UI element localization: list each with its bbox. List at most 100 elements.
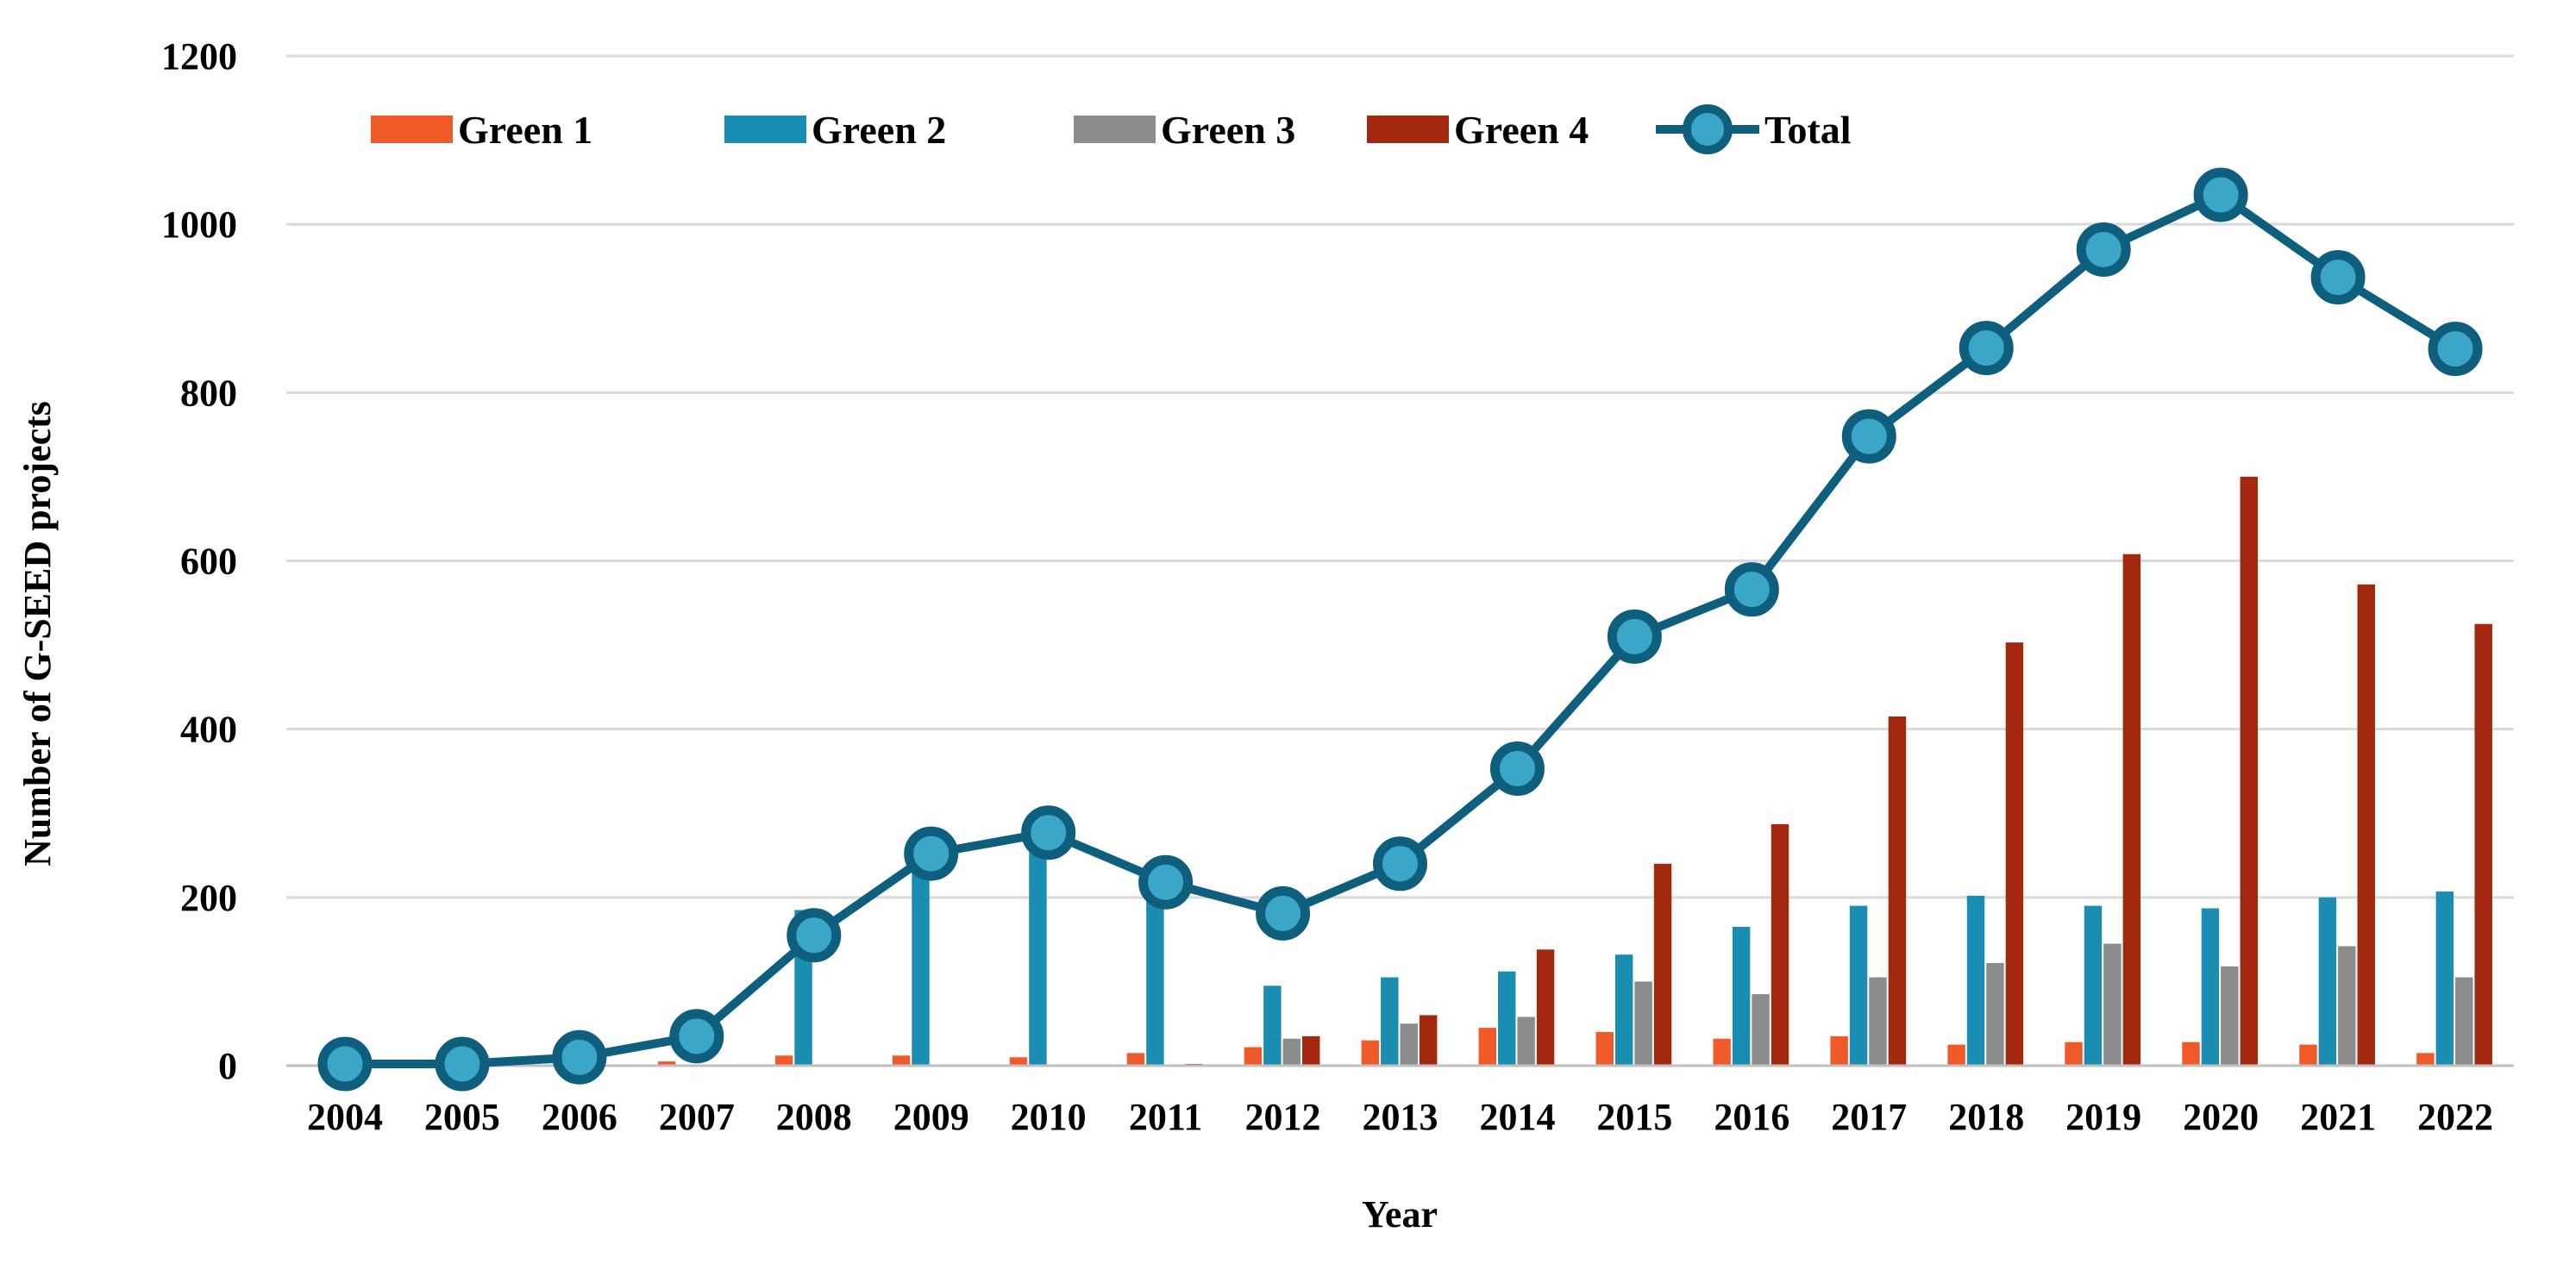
legend-label: Green 1: [458, 108, 592, 152]
bar-green-4: [1536, 949, 1555, 1066]
bar-green-2: [1029, 834, 1047, 1066]
total-point: [1607, 609, 1662, 664]
legend-label: Green 2: [812, 108, 946, 152]
x-tick-label: 2020: [2183, 1096, 2259, 1138]
x-tick-label: 2015: [1596, 1096, 1672, 1138]
bar-green-1: [1244, 1047, 1263, 1066]
y-axis-title: Number of G-SEED projects: [16, 401, 59, 866]
x-tick-label: 2017: [1831, 1096, 1907, 1138]
bar-green-2: [1966, 895, 1985, 1066]
total-point: [2310, 250, 2366, 305]
legend-swatch: [724, 116, 806, 143]
legend-label: Total: [1764, 108, 1852, 152]
x-tick-label: 2004: [307, 1096, 383, 1138]
total-point: [669, 1009, 724, 1064]
total-point: [904, 826, 959, 881]
bar-green-4: [2357, 584, 2375, 1066]
gridlines: [286, 54, 2514, 899]
bar-green-2: [1381, 977, 1399, 1066]
x-tick-label: 2016: [1714, 1096, 1789, 1138]
x-tick-label: 2007: [659, 1096, 735, 1138]
bar-green-2: [2201, 908, 2220, 1066]
bar-green-3: [2338, 946, 2356, 1066]
x-tick-label: 2018: [1948, 1096, 2024, 1138]
bar-green-3: [1869, 977, 1887, 1066]
total-point: [1841, 409, 1896, 464]
bar-green-3: [1517, 1017, 1535, 1066]
total-point: [1256, 885, 1311, 941]
y-tick-label: 400: [180, 709, 237, 751]
bar-green-1: [1595, 1031, 1614, 1066]
legend-label: Green 4: [1454, 108, 1589, 152]
bar-green-2: [1849, 905, 1868, 1066]
bar-green-4: [2474, 623, 2492, 1066]
bar-green-4: [1653, 863, 1672, 1066]
bar-green-2: [2435, 892, 2454, 1066]
bar-green-1: [774, 1055, 793, 1066]
x-tick-label: 2005: [424, 1096, 500, 1138]
bar-green-3: [1634, 981, 1652, 1066]
bar-green-4: [2122, 554, 2141, 1066]
bar-green-4: [1888, 716, 1907, 1066]
total-line: [317, 167, 2483, 1092]
bar-green-1: [1713, 1038, 1731, 1066]
total-point: [787, 908, 842, 963]
bar-green-1: [1009, 1057, 1028, 1066]
y-tick-label: 800: [180, 372, 237, 414]
bar-green-2: [1732, 926, 1751, 1066]
bar-green-2: [912, 855, 930, 1066]
bar-green-1: [1830, 1035, 1848, 1066]
total-point: [2428, 322, 2483, 377]
legend-swatch: [371, 116, 453, 143]
bar-green-4: [2005, 642, 2024, 1066]
x-axis-title: Year: [1362, 1193, 1438, 1236]
bar-green-3: [1986, 962, 2004, 1066]
bar-green-3: [1400, 1023, 1418, 1066]
bar-green-1: [657, 1061, 676, 1066]
y-tick-label: 600: [180, 541, 237, 583]
total-point: [1138, 854, 1194, 910]
legend-swatch: [1074, 116, 1156, 143]
total-point: [1373, 836, 1427, 892]
bar-green-3: [2455, 977, 2473, 1066]
bar-green-2: [1146, 889, 1164, 1066]
bar-green-1: [2299, 1044, 2317, 1066]
y-axis-ticks: 0 200 400 600 800 1000 1200: [161, 35, 237, 1087]
bar-green-1: [2182, 1042, 2200, 1066]
y-tick-label: 1000: [161, 203, 237, 246]
x-tick-label: 2012: [1245, 1096, 1321, 1138]
total-point: [317, 1036, 373, 1092]
bar-green-2: [1614, 954, 1633, 1066]
total-point: [1021, 805, 1076, 860]
total-point: [1489, 741, 1545, 797]
x-tick-label: 2013: [1363, 1096, 1438, 1138]
bar-green-3: [1752, 994, 1770, 1066]
total-point: [1724, 562, 1779, 617]
x-tick-label: 2021: [2300, 1096, 2376, 1138]
x-tick-label: 2008: [776, 1096, 852, 1138]
x-tick-label: 2009: [893, 1096, 969, 1138]
x-axis-ticks: 2004 2005 2006 2007 2008 2009 2010 2011 2012 2013…: [307, 1096, 2493, 1138]
x-tick-label: 2006: [542, 1096, 617, 1138]
bar-green-3: [2103, 943, 2122, 1066]
total-point: [435, 1036, 490, 1092]
bar-green-4: [1301, 1035, 1320, 1066]
bar-green-1: [892, 1055, 911, 1066]
x-tick-label: 2011: [1129, 1096, 1203, 1138]
legend-marker: [1683, 104, 1733, 154]
y-tick-label: 0: [218, 1045, 237, 1087]
total-point: [2193, 167, 2248, 222]
bar-green-4: [2240, 476, 2258, 1066]
bar-green-1: [1947, 1044, 1965, 1066]
legend: Green 1 Green 2 Green 3 Green 4 Total: [371, 104, 1852, 154]
bar-green-1: [1126, 1053, 1145, 1066]
legend-label: Green 3: [1161, 108, 1295, 152]
bar-green-1: [2065, 1042, 2083, 1066]
x-tick-label: 2014: [1479, 1096, 1555, 1138]
bar-green-1: [2416, 1053, 2435, 1066]
total-point: [552, 1029, 607, 1085]
x-tick-label: 2010: [1011, 1096, 1087, 1138]
bar-green-2: [2318, 897, 2337, 1066]
bar-green-1: [1478, 1028, 1497, 1066]
